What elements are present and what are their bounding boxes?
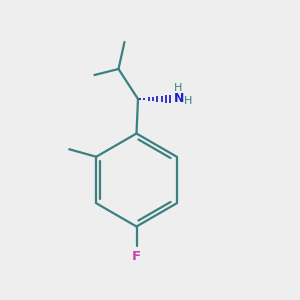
Text: H: H: [184, 96, 192, 106]
Text: N: N: [174, 92, 184, 105]
Text: F: F: [132, 250, 141, 263]
Text: H: H: [174, 82, 182, 93]
